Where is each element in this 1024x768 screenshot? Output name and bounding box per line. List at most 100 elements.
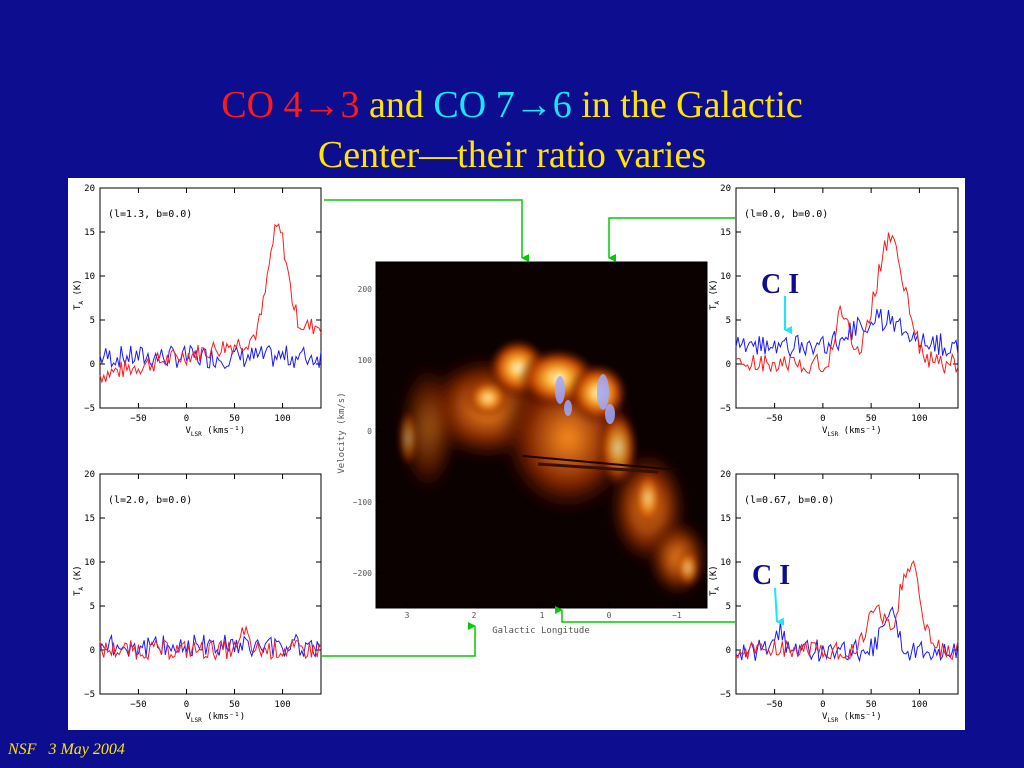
x-tick-label: 50 — [866, 414, 877, 424]
ylabel-unit: (K) — [709, 565, 719, 587]
spectrum-ylabel: TA (K) — [709, 565, 721, 596]
spectrum-label: (l=0.67, b=0.0) — [744, 495, 834, 506]
spectrum-xlabel: VLSR (kms⁻¹) — [822, 712, 882, 724]
y-tick-label: 20 — [720, 184, 731, 194]
y-tick-label: 10 — [84, 558, 95, 568]
x-tick-label: 50 — [866, 700, 877, 710]
y-tick-label: 15 — [720, 228, 731, 238]
x-tick-label: −50 — [766, 414, 782, 424]
xlabel-sub: LSR — [827, 431, 838, 438]
map-ylabel: Velocity (km/s) — [337, 392, 347, 473]
y-tick-label: −5 — [84, 404, 95, 414]
spectrum-xlabel: VLSR (kms⁻¹) — [186, 712, 246, 724]
slide-title: CO 4→3 and CO 7→6 in the Galactic Center… — [0, 80, 1024, 180]
title-co43-upper: 3 — [340, 84, 360, 126]
y-tick-label: −5 — [720, 690, 731, 700]
x-tick-label: 50 — [229, 414, 240, 424]
ylabel-unit: (K) — [73, 565, 83, 587]
spectrum-frame — [735, 473, 959, 695]
y-tick-label: −5 — [84, 690, 95, 700]
x-tick-label: −50 — [766, 700, 782, 710]
map-x-tick-label: 0 — [607, 611, 612, 620]
spectrum-xlabel: VLSR (kms⁻¹) — [822, 426, 882, 438]
xlabel-sub: LSR — [191, 717, 202, 724]
y-tick-label: 10 — [84, 272, 95, 282]
y-tick-label: 15 — [84, 514, 95, 524]
co43-trace — [99, 625, 322, 661]
map-y-tick-label: −200 — [353, 569, 372, 578]
title-co76: CO 7 — [433, 84, 515, 126]
x-tick-label: 0 — [820, 700, 825, 710]
map-x-tick-label: −1 — [672, 611, 682, 620]
xlabel-main: V — [822, 426, 828, 436]
y-tick-label: 15 — [84, 228, 95, 238]
co43-trace — [99, 223, 322, 384]
title-line-2: Center—their ratio varies — [317, 134, 707, 176]
map-y-tick-label: 100 — [358, 356, 373, 365]
x-tick-label: 100 — [274, 700, 290, 710]
title-line-1: CO 4→3 and CO 7→6 in the Galactic — [0, 80, 1024, 130]
y-tick-label: 5 — [90, 602, 95, 612]
title-co43: CO 4 — [221, 84, 303, 126]
xlabel-sub: LSR — [827, 717, 838, 724]
xlabel-unit: (kms⁻¹) — [838, 712, 881, 722]
x-tick-label: 50 — [229, 700, 240, 710]
title-arrow-1: → — [302, 84, 341, 126]
map-axes: 3 2 1 0 −1 200 100 0 −100 −200 Galactic Longitude V… — [337, 285, 682, 636]
x-tick-label: 0 — [184, 700, 189, 710]
co43-trace — [735, 560, 959, 661]
xlabel-sub: LSR — [191, 431, 202, 438]
co76-trace — [99, 633, 322, 659]
x-tick-label: 0 — [184, 414, 189, 424]
x-tick-label: 100 — [911, 414, 927, 424]
footer-date: 3 May 2004 — [48, 741, 125, 758]
ylabel-main: T — [73, 304, 83, 310]
ylabel-sub: A — [78, 301, 85, 305]
ylabel-unit: (K) — [709, 279, 719, 301]
arrow-l2p0 — [322, 622, 476, 657]
ylabel-unit: (K) — [73, 279, 83, 301]
ci-arrow-bottom — [774, 587, 785, 626]
map-x-tick-label: 2 — [472, 611, 477, 620]
y-tick-label: 20 — [720, 470, 731, 480]
co76-trace — [99, 344, 322, 370]
y-tick-label: 10 — [720, 272, 731, 282]
ci-label-bottom: C I — [752, 560, 790, 591]
arrow-l0p0 — [608, 217, 736, 262]
ylabel-sub: A — [714, 587, 721, 591]
ylabel-main: T — [709, 304, 719, 310]
co76-trace — [735, 308, 959, 358]
map-y-tick-label: 0 — [367, 427, 372, 436]
arrow-l0p67 — [555, 606, 736, 623]
xlabel-main: V — [186, 712, 192, 722]
spectrum-frame — [735, 187, 959, 409]
xlabel-main: V — [822, 712, 828, 722]
y-tick-label: 10 — [720, 558, 731, 568]
map-y-tick-label: −100 — [353, 498, 372, 507]
co76-trace — [735, 606, 959, 663]
ylabel-main: T — [709, 590, 719, 596]
x-tick-label: 0 — [820, 414, 825, 424]
spectrum-label: (l=1.3, b=0.0) — [108, 209, 192, 220]
spectrum-ylabel: TA (K) — [73, 565, 85, 596]
y-tick-label: 20 — [84, 184, 95, 194]
title-arrow-2: → — [514, 84, 553, 126]
title-co76-upper: 6 — [552, 84, 572, 126]
spectrum-ylabel: TA (K) — [73, 279, 85, 310]
y-tick-label: 0 — [90, 360, 95, 370]
map-xlabel: Galactic Longitude — [492, 626, 590, 636]
ylabel-sub: A — [78, 587, 85, 591]
ci-label-top: C I — [761, 269, 799, 300]
title-rest: in the Galactic — [571, 84, 803, 126]
y-tick-label: 5 — [726, 316, 731, 326]
y-tick-label: 5 — [726, 602, 731, 612]
spectrum-label: (l=2.0, b=0.0) — [108, 495, 192, 506]
y-tick-label: 0 — [90, 646, 95, 656]
y-tick-label: 20 — [84, 470, 95, 480]
connector-arrows — [322, 199, 792, 657]
title-and: and — [359, 84, 434, 126]
